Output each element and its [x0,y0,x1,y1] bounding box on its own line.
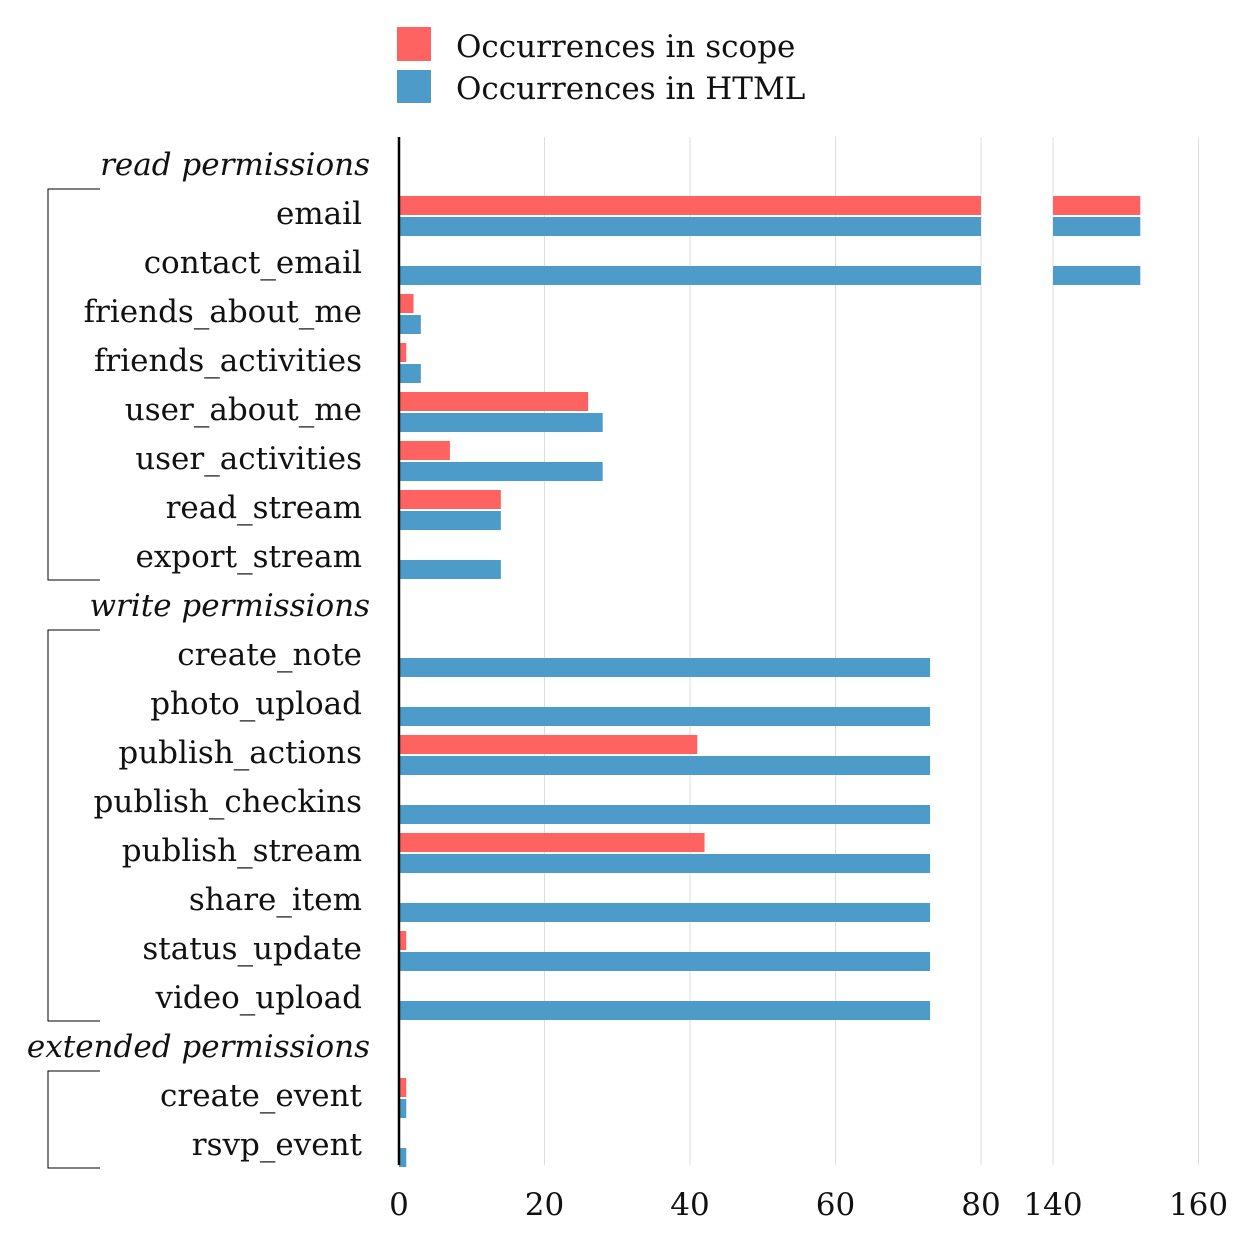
bar-scope [399,343,407,362]
category-label: video_upload [155,980,363,1016]
group-heading: write permissions [89,588,370,624]
legend: Occurrences in scope Occurrences in HTML [397,27,805,107]
legend-label-scope: Occurrences in scope [456,29,795,65]
bar-scope [399,931,407,950]
legend-swatch-html [397,70,431,103]
bar-html [399,511,501,530]
legend-swatch-scope [397,27,431,61]
category-label: contact_email [144,245,362,281]
category-label: publish_stream [122,833,362,869]
bar-html [399,413,603,432]
bar-html [399,658,931,677]
group-heading: read permissions [100,147,370,183]
category-label: create_event [160,1078,362,1114]
category-label: publish_actions [118,735,362,771]
x-tick-label: 140 [1023,1187,1082,1223]
category-label: photo_upload [150,686,362,722]
bar-scope [399,294,414,313]
group-bracket [47,188,100,581]
category-label: publish_checkins [94,784,362,820]
bar-html [399,805,931,824]
bar-html [399,854,931,873]
bar-html [399,364,421,383]
x-tick-labels: 0 20 40 60 80 140 160 [389,1187,1228,1223]
category-labels: read permissions email contact_emailfriend… [27,147,370,1163]
bar-html [399,266,981,285]
group-brackets [47,188,100,1169]
category-label: user_activities [135,441,362,477]
x-tick-label: 20 [525,1187,564,1223]
category-label: email [276,196,362,232]
bars [399,196,1141,1167]
x-tick-label: 160 [1169,1187,1228,1223]
category-label: read_stream [166,490,362,526]
category-label: friends_about_me [84,294,362,330]
bar-html-cont [1053,217,1141,236]
category-label: create_note [177,637,362,673]
bar-html [399,462,603,481]
bar-html [399,952,931,971]
legend-label-html: Occurrences in HTML [456,71,805,107]
bar-scope-cont [1053,196,1141,215]
bar-scope [399,392,589,411]
group-heading: extended permissions [27,1029,370,1065]
bar-html-cont [1053,266,1141,285]
bar-html [399,217,981,236]
bar-html [399,1148,407,1167]
x-tick-label: 60 [816,1187,855,1223]
bar-html [399,560,501,579]
bar-scope [399,833,705,852]
group-bracket [47,629,100,1022]
bar-html [399,903,931,922]
x-tick-label: 80 [961,1187,1000,1223]
x-tick-label: 40 [670,1187,709,1223]
bar-scope [399,196,981,215]
category-label: user_about_me [125,392,362,428]
grid-lines [544,137,1199,1165]
bar-scope [399,490,501,509]
bar-html [399,756,931,775]
bar-html [399,315,421,334]
x-tick-label: 0 [389,1187,409,1223]
category-label: rsvp_event [192,1127,363,1163]
group-bracket [47,1070,100,1169]
category-label: share_item [189,882,362,918]
bar-html [399,1001,931,1020]
bar-scope [399,441,450,460]
bar-scope [399,1078,407,1097]
bar-scope [399,735,698,754]
bar-html [399,707,931,726]
category-label: export_stream [135,539,362,575]
category-label: status_update [142,931,362,967]
bar-html [399,1099,407,1118]
category-label: friends_activities [94,343,362,379]
